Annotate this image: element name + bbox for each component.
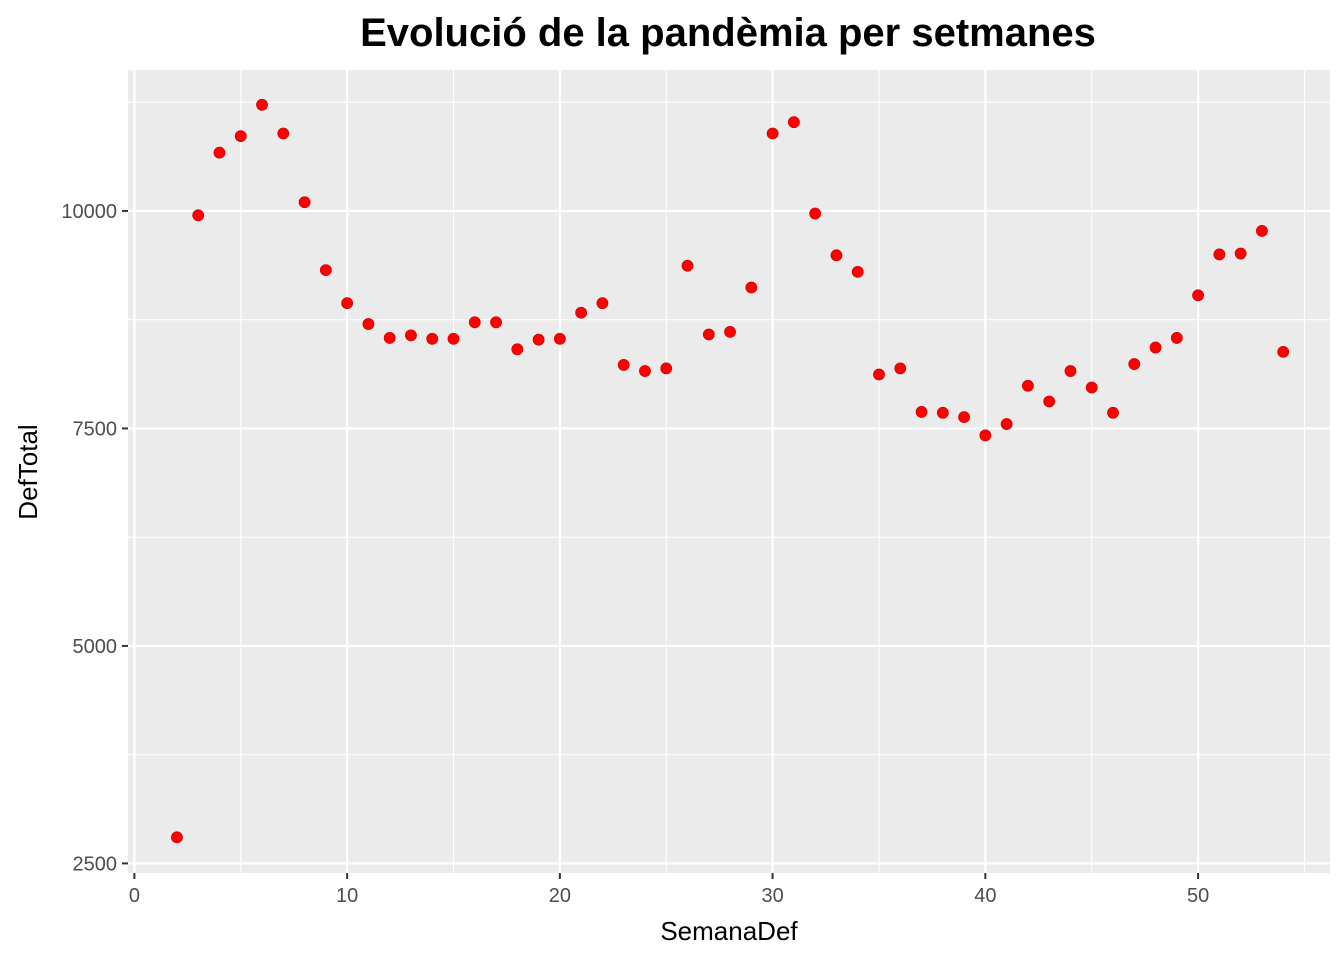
data-point <box>702 328 715 341</box>
data-point <box>490 316 502 329</box>
data-point <box>660 362 673 375</box>
data-point <box>277 127 290 140</box>
data-point <box>1000 418 1013 430</box>
data-point <box>1213 248 1226 261</box>
data-point <box>319 264 332 276</box>
data-point <box>362 318 375 330</box>
data-point <box>745 281 758 294</box>
data-point <box>1022 379 1034 392</box>
data-point <box>681 259 694 272</box>
data-point <box>830 249 843 262</box>
data-point <box>192 209 205 222</box>
data-point <box>1064 365 1077 377</box>
data-point <box>234 130 247 143</box>
data-point <box>532 333 545 346</box>
data-point <box>1128 358 1141 370</box>
y-tick-label: 7500 <box>73 418 118 440</box>
x-tick-label: 0 <box>129 885 140 907</box>
data-point <box>915 406 928 418</box>
data-point <box>809 207 822 220</box>
data-point <box>575 306 588 319</box>
data-point <box>511 343 524 356</box>
data-point <box>1277 345 1290 358</box>
data-point <box>936 406 949 419</box>
x-tick-label: 30 <box>761 885 783 907</box>
data-point <box>1256 225 1268 237</box>
data-point <box>405 329 417 342</box>
chart-title: Evolució de la pandèmia per setmanes <box>360 11 1096 55</box>
data-point <box>447 332 460 345</box>
data-point <box>1170 332 1183 344</box>
y-tick-label: 2500 <box>73 853 118 875</box>
y-axis-title: DefTotal <box>13 424 43 519</box>
data-point <box>256 98 268 111</box>
data-point <box>213 146 226 159</box>
data-point <box>468 316 481 329</box>
data-point <box>979 429 992 442</box>
y-tick-label: 5000 <box>73 636 118 658</box>
data-point <box>1085 381 1098 394</box>
data-point <box>1107 406 1119 419</box>
x-axis-title: SemanaDef <box>660 916 798 946</box>
data-point <box>958 411 970 424</box>
data-point <box>341 297 354 310</box>
data-point <box>1192 289 1204 302</box>
data-point <box>787 116 800 129</box>
data-point <box>1234 247 1247 260</box>
data-point <box>617 359 630 371</box>
data-point <box>426 332 439 345</box>
data-point <box>851 265 864 278</box>
data-point <box>1149 341 1162 354</box>
data-point <box>766 127 779 140</box>
data-point <box>171 831 183 844</box>
axes: 0 10 20 30 40 50 2500 5000 7500 10000 <box>61 201 1209 907</box>
plot-panel <box>128 70 1330 873</box>
data-point <box>298 196 311 209</box>
grid-lines <box>128 70 1330 873</box>
data-point <box>596 297 609 310</box>
data-point <box>1043 395 1056 408</box>
x-tick-label: 40 <box>974 885 996 907</box>
data-point <box>724 325 736 338</box>
data-point <box>639 365 651 377</box>
data-point <box>873 368 885 381</box>
x-tick-label: 10 <box>336 885 358 907</box>
data-point <box>383 332 396 344</box>
x-tick-label: 20 <box>549 885 571 907</box>
data-point <box>894 362 907 375</box>
y-tick-label: 10000 <box>61 201 117 223</box>
x-tick-label: 50 <box>1187 885 1209 907</box>
data-point <box>553 332 566 345</box>
data-points <box>171 98 1290 844</box>
